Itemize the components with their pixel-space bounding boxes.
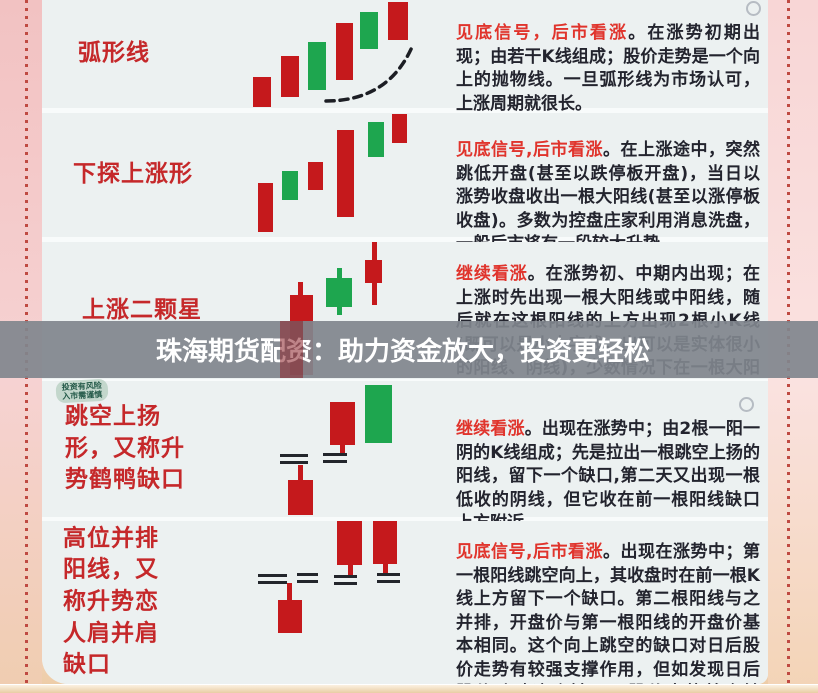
dashed-arc-line <box>324 45 414 103</box>
content-card: 弧形线 见底信号，后市看涨。在涨势初期出现；由若干K线组成；股价走势是一个向上的… <box>42 0 768 684</box>
candle-wick <box>287 583 292 600</box>
pattern-description: 见底信号，后市看涨。在涨势初期出现；由若干K线组成；股价走势是一个向上的抛物线。… <box>456 22 760 116</box>
bullish-candle-body <box>373 521 397 564</box>
bullish-candle-body <box>278 600 302 633</box>
bearish-candle-body <box>365 385 392 443</box>
candlestick-diagram <box>230 0 460 108</box>
candle-wick <box>337 268 342 278</box>
bullish-candle-body <box>308 162 323 190</box>
bullish-candle-body <box>330 402 355 445</box>
candle-wick <box>383 564 388 576</box>
bearish-candle-body <box>308 42 326 90</box>
bullish-candle-body <box>365 260 382 283</box>
circle-watermark-icon <box>739 397 754 412</box>
candle-wick <box>337 307 342 315</box>
description-text: 。出现在涨势中；第一根阳线跳空向上，其收盘时在前一根K线上方留下一个缺口。第二根… <box>456 542 760 684</box>
pattern-name: 高位并排阳线，又称升势恋人肩并肩缺口 <box>63 525 159 679</box>
gap-line <box>258 581 287 584</box>
pattern-row-gap-up: 跳空上扬形，又称升势鹤鸭缺口 继续看涨。出现在涨势中；由2根一阳一阴的K线组成；… <box>42 381 768 533</box>
pattern-name: 下探上涨形 <box>73 161 193 188</box>
bullish-candle-body <box>253 77 271 107</box>
gap-line <box>334 575 357 578</box>
pattern-name: 上涨二颗星 <box>82 296 202 323</box>
watermark-text: 珠海期货配资：助力资金放大，投资更轻松 <box>156 337 651 367</box>
bullish-candle-body <box>388 2 408 40</box>
gap-line <box>334 582 357 585</box>
circle-watermark-icon <box>746 1 761 16</box>
signal-text: 继续看涨 <box>456 419 525 439</box>
gap-line <box>377 580 400 583</box>
signal-text: 见底信号，后市看涨 <box>456 23 629 43</box>
bullish-candle-body <box>337 521 362 565</box>
bullish-candle-body <box>336 23 353 80</box>
pattern-row-arc-line: 弧形线 见底信号，后市看涨。在涨势初期出现；由若干K线组成；股价走势是一个向上的… <box>42 0 768 114</box>
candle-wick <box>348 565 353 578</box>
pattern-row-side-by-side: 高位并排阳线，又称升势恋人肩并肩缺口 见底信号,后市看涨。出现在涨势中；第一根阳… <box>42 521 768 684</box>
candle-wick <box>372 283 377 305</box>
candle-wick <box>298 282 303 295</box>
bearish-candle-body <box>282 171 298 200</box>
gap-line <box>297 580 318 583</box>
bullish-candle-body <box>281 56 299 97</box>
gap-line <box>258 574 287 577</box>
bottom-border-strip <box>0 684 818 693</box>
gap-line <box>323 453 347 456</box>
pattern-description: 见底信号,后市看涨。出现在涨势中；第一根阳线跳空向上，其收盘时在前一根K线上方留… <box>456 541 760 684</box>
candle-wick <box>340 445 345 454</box>
pattern-row-probe-up: 下探上涨形 见底信号,后市看涨。在上涨途中，突然跳低开盘(甚至以跌停板开盘)，当… <box>42 113 768 254</box>
gap-line <box>377 573 400 576</box>
bearish-candle-body <box>360 12 378 49</box>
signal-text: 见底信号,后市看涨 <box>456 542 603 562</box>
watermark-banner: 珠海期货配资：助力资金放大，投资更轻松 <box>0 321 818 378</box>
candlestick-diagram <box>230 521 460 684</box>
pattern-name: 跳空上扬形，又称升势鹤鸭缺口 <box>65 403 185 493</box>
bullish-candle-body <box>337 130 354 217</box>
bullish-candle-body <box>288 480 313 515</box>
bullish-candle-body <box>392 114 407 143</box>
description-text: 。在涨势初期出现；由若干K线组成；股价走势是一个向上的抛物线。一旦弧形线为市场认… <box>456 23 761 114</box>
pattern-description: 继续看涨。出现在涨势中；由2根一阳一阴的K线组成；先是拉出一根跳空上扬的阳线，留… <box>456 418 760 536</box>
candle-through-band <box>280 321 303 378</box>
bearish-candle-body <box>326 278 352 307</box>
signal-text: 继续看涨 <box>456 264 528 284</box>
candle-wick <box>298 465 303 480</box>
pattern-name: 弧形线 <box>78 40 150 67</box>
bullish-candle-body <box>258 183 273 232</box>
pattern-description: 见底信号,后市看涨。在上涨途中，突然跳低开盘(甚至以跌停板开盘)，当日以涨势收盘… <box>456 139 760 257</box>
candle-wick <box>372 242 377 260</box>
bearish-candle-body <box>368 122 384 157</box>
gap-line <box>280 461 308 464</box>
risk-disclaimer-badge: 投资有风险 入市需谨慎 <box>55 378 109 404</box>
gap-line <box>297 573 318 576</box>
risk-badge-line2: 入市需谨慎 <box>62 389 103 402</box>
row-divider <box>42 517 768 521</box>
candlestick-diagram <box>230 381 460 517</box>
description-text: 。出现在涨势中；由2根一阳一阴的K线组成；先是拉出一根跳空上扬的阳线，留下一个缺… <box>456 419 761 533</box>
row-divider <box>42 108 768 113</box>
signal-text: 见底信号,后市看涨 <box>456 140 603 160</box>
candlestick-diagram <box>230 113 460 237</box>
row-divider <box>42 379 768 381</box>
row-divider <box>42 237 768 242</box>
gap-line <box>323 460 347 463</box>
gap-line <box>280 454 308 457</box>
